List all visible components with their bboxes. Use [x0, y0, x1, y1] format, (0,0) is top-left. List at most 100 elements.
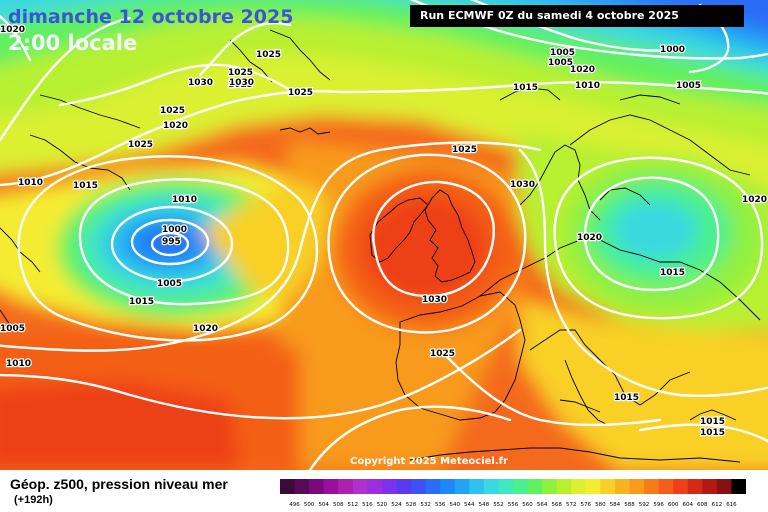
color-scale-tick-label: 564 — [537, 502, 548, 508]
color-scale-swatch — [498, 479, 514, 494]
isobar-label: 1005 — [0, 324, 25, 334]
color-scale-swatch — [716, 479, 732, 494]
isobar-label: 1025 — [256, 50, 281, 60]
forecast-time-title: 2:00 locale — [8, 31, 138, 55]
isobar-label: 1020 — [742, 195, 767, 205]
color-scale: 496 500 504 508 512 516 520 524 528 532 536 540 544 5… — [280, 479, 746, 508]
color-scale-tick-label: 524 — [391, 502, 402, 508]
isobar-label: 1000 — [162, 225, 187, 235]
color-scale-tick-label: 516 — [362, 502, 373, 508]
color-scale-tick-label: 584 — [610, 502, 621, 508]
isobar-label: 1015 — [700, 417, 725, 427]
color-scale-tick-label: 540 — [450, 502, 461, 508]
color-scale-tick-label: 616 — [726, 502, 737, 508]
color-scale-tick-label: 580 — [595, 502, 606, 508]
color-scale-tick-label: 504 — [318, 502, 329, 508]
isobar-label: 1020 — [0, 25, 25, 35]
isobar-label: 1020 — [577, 233, 602, 243]
color-scale-swatch — [571, 479, 587, 494]
color-scale-swatch — [469, 479, 485, 494]
color-scale-tick-label: 508 — [333, 502, 344, 508]
color-scale-swatch — [309, 479, 325, 494]
color-scale-tick-label: 576 — [581, 502, 592, 508]
color-scale-swatch — [629, 479, 645, 494]
color-scale-tick-label: 528 — [406, 502, 417, 508]
color-scale-swatch — [527, 479, 543, 494]
isobar-label: 1020 — [193, 324, 218, 334]
color-scale-swatch — [542, 479, 558, 494]
isobar-label: 1025 — [228, 80, 253, 90]
product-title: Géop. z500, pression niveau mer — [10, 476, 228, 492]
model-run-info: Run ECMWF 0Z du samedi 4 octobre 2025 — [410, 5, 744, 27]
color-scale-tick-label: 588 — [624, 502, 635, 508]
color-scale-tick-label: 512 — [348, 502, 359, 508]
isobar-label: 1015 — [513, 83, 538, 93]
color-scale-tick-label: 548 — [479, 502, 490, 508]
isobar-label: 1025 — [228, 68, 253, 78]
isobars — [0, 0, 768, 470]
copyright-notice: Copyright 2025 Meteociel.fr — [350, 456, 508, 467]
color-scale-tick-label: 604 — [683, 502, 694, 508]
color-scale-tick-label: 612 — [712, 502, 723, 508]
color-scale-swatch — [352, 479, 368, 494]
color-scale-swatch — [454, 479, 470, 494]
isobar-label: 1000 — [660, 45, 685, 55]
lead-time: (+192h) — [14, 494, 53, 506]
isobar-label: 1005 — [676, 81, 701, 91]
color-scale-swatch — [483, 479, 499, 494]
color-scale-swatch — [513, 479, 529, 494]
color-scale-tick-label: 536 — [435, 502, 446, 508]
color-scale-tick-label: 544 — [464, 502, 475, 508]
color-scale-tick-label: 520 — [377, 502, 388, 508]
isobar-label: 1015 — [700, 428, 725, 438]
isobar-label: 1030 — [188, 78, 213, 88]
color-scale-tick-label: 568 — [551, 502, 562, 508]
color-scale-tick-label: 592 — [639, 502, 650, 508]
color-scale-swatch — [280, 479, 296, 494]
color-scale-swatch — [702, 479, 718, 494]
color-scale-swatch — [556, 479, 572, 494]
color-scale-swatch — [367, 479, 383, 494]
isobar-label: 1020 — [163, 121, 188, 131]
isobar-label: 1010 — [575, 81, 600, 91]
forecast-date-title: dimanche 12 octobre 2025 — [8, 6, 294, 28]
color-scale-tick-label: 500 — [304, 502, 315, 508]
isobar-label: 1015 — [614, 393, 639, 403]
isobar-label: 1010 — [6, 359, 31, 369]
color-scale-tick-label: 600 — [668, 502, 679, 508]
isobar-label: 1030 — [510, 180, 535, 190]
isobar-label: 1030 — [229, 78, 254, 88]
color-scale-swatch — [323, 479, 339, 494]
color-scale-swatch — [658, 479, 674, 494]
color-scale-swatch — [411, 479, 427, 494]
isobar-label: 995 — [162, 237, 181, 247]
color-scale-swatch — [425, 479, 441, 494]
color-scale-swatch — [600, 479, 616, 494]
color-scale-swatch — [673, 479, 689, 494]
isobar-label: 1010 — [172, 195, 197, 205]
isobar-label: 1025 — [128, 140, 153, 150]
isobar-label: 1005 — [157, 279, 182, 289]
isobar-label: 1020 — [570, 65, 595, 75]
color-scale-swatch — [585, 479, 601, 494]
color-scale-tick-label: 560 — [522, 502, 533, 508]
isobar-label: 1030 — [422, 295, 447, 305]
color-scale-swatch — [381, 479, 397, 494]
color-scale-tick-label: 556 — [508, 502, 519, 508]
isobar-label: 1015 — [660, 268, 685, 278]
color-scale-tick-label: 608 — [697, 502, 708, 508]
color-scale-swatch — [731, 479, 746, 494]
isobar-label: 1005 — [550, 48, 575, 58]
color-scale-swatch — [687, 479, 703, 494]
geopotential-field — [0, 0, 768, 470]
color-scale-swatch — [294, 479, 310, 494]
isobar-label: 1025 — [288, 88, 313, 98]
isobar-label: 1005 — [548, 58, 573, 68]
color-scale-tick-label: 572 — [566, 502, 577, 508]
color-scale-tick-label: 496 — [289, 502, 300, 508]
color-scale-tick-label: 552 — [493, 502, 504, 508]
isobar-label: 1015 — [73, 181, 98, 191]
